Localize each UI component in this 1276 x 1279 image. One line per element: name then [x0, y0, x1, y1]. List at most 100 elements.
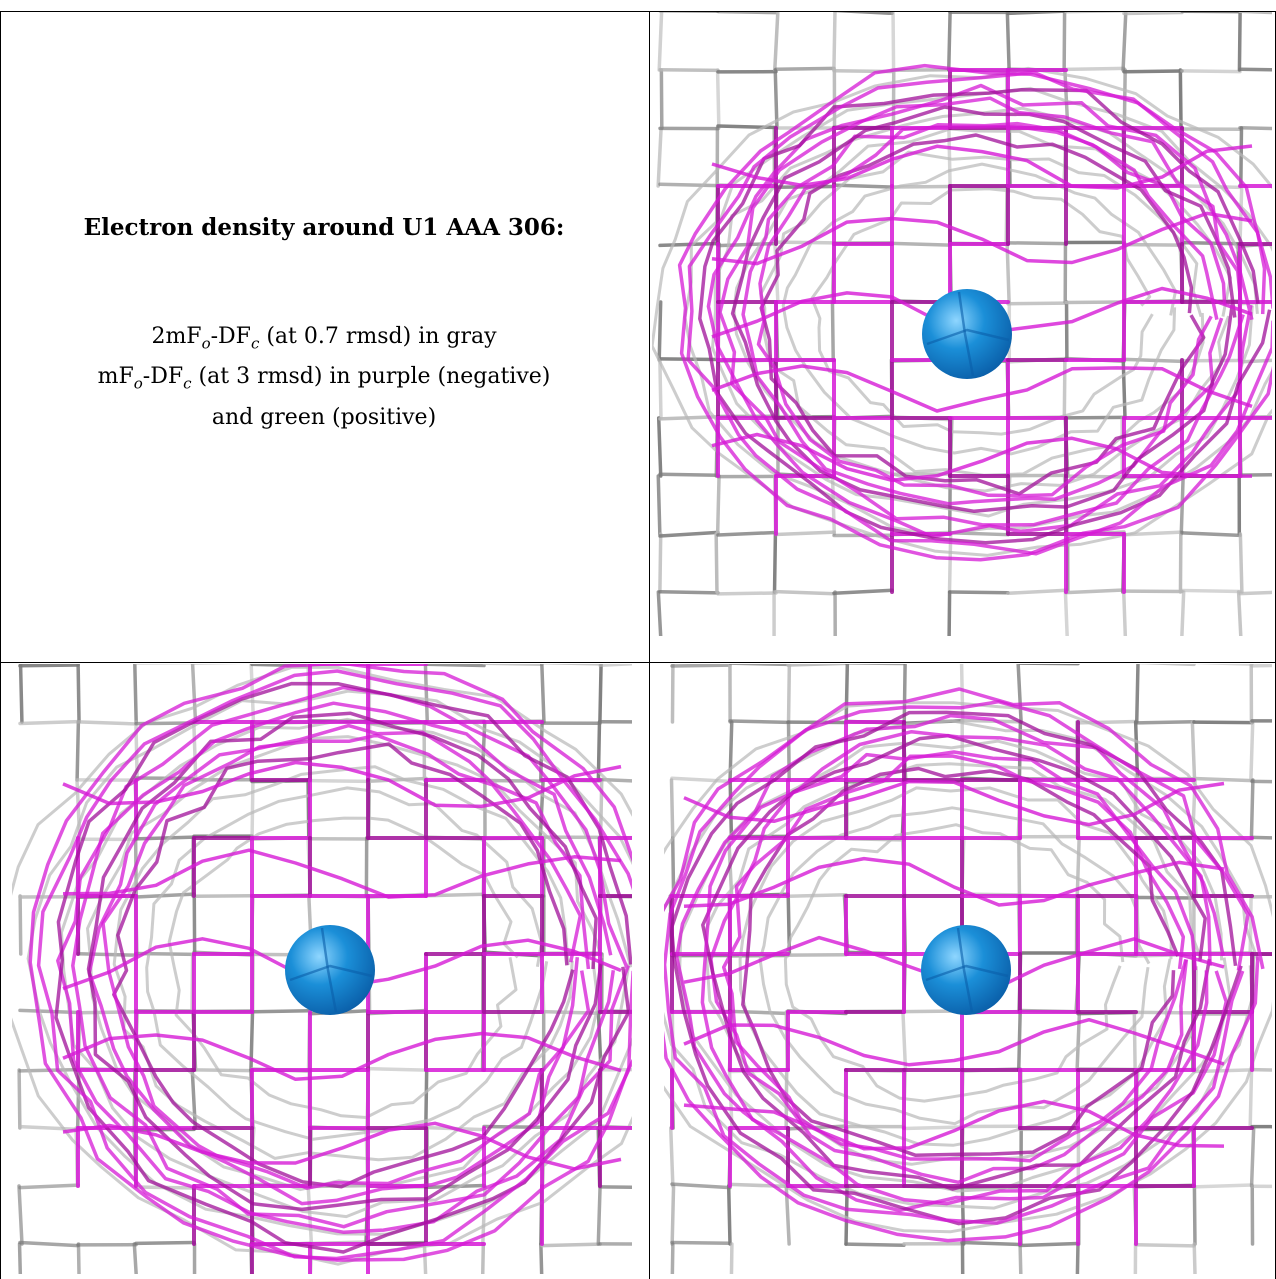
gray-mesh-segment	[1238, 184, 1244, 246]
purple-contour	[54, 681, 632, 1254]
gray-mesh-segment	[670, 1240, 732, 1246]
gray-mesh-segment	[1180, 531, 1242, 538]
purple-contour	[677, 63, 1272, 562]
purple-contour	[686, 70, 1272, 556]
gray-mesh-segment	[1239, 126, 1244, 188]
purple-contour	[711, 211, 1253, 266]
gray-mesh-segment	[1075, 836, 1081, 898]
gray-mesh-segment	[833, 12, 894, 16]
gray-mesh-segment	[1248, 894, 1253, 956]
purple-contour	[730, 105, 1237, 514]
gray-contour	[112, 765, 574, 1162]
gray-mesh-segment	[1134, 720, 1196, 725]
gray-mesh-segment	[658, 472, 720, 477]
gray-mesh-segment	[598, 664, 632, 668]
table-border-center	[649, 11, 650, 1279]
purple-contour	[71, 701, 616, 1229]
gray-mesh-segment	[1248, 1068, 1254, 1130]
gray-mesh-segment	[1016, 664, 1023, 724]
purple-contour	[62, 1031, 622, 1082]
gray-mesh-segment	[656, 126, 663, 188]
gray-mesh-segment	[658, 358, 663, 420]
gray-contour	[738, 786, 1173, 1147]
purple-contour	[62, 760, 622, 809]
gray-mesh-segment	[728, 720, 734, 782]
gray-mesh-segment	[658, 68, 720, 73]
gray-mesh-segment	[948, 590, 1010, 595]
density-mesh-bottom-left	[12, 664, 632, 1274]
gray-mesh-segment	[715, 68, 721, 130]
sphere-mesh-line	[957, 291, 975, 377]
gray-mesh-segment	[306, 1184, 314, 1246]
gray-mesh-segment	[1238, 125, 1272, 131]
gray-mesh-segment	[1006, 301, 1068, 306]
gray-mesh-segment	[830, 300, 835, 362]
gray-mesh-segment	[18, 664, 80, 668]
gray-mesh-segment	[670, 1184, 676, 1246]
purple-contour	[62, 1121, 622, 1171]
purple-contour	[56, 685, 630, 1235]
gray-mesh-segment	[773, 12, 780, 72]
gray-mesh-segment	[715, 474, 721, 536]
sphere-mesh-line	[956, 927, 974, 1013]
gray-mesh-segment	[76, 1242, 81, 1274]
purple-contour	[718, 96, 1245, 527]
gray-mesh-segment	[658, 532, 663, 594]
purple-contour	[28, 664, 632, 1262]
gray-mesh-segment	[774, 66, 836, 72]
gray-mesh-segment	[192, 1068, 254, 1073]
gray-mesh-segment	[1006, 241, 1068, 246]
gray-mesh-segment	[669, 778, 675, 840]
gray-mesh-segment	[18, 664, 24, 724]
legend-line-gray: 2mFo-DFc (at 0.7 rmsd) in gray	[151, 324, 497, 353]
gray-mesh-segment	[657, 12, 664, 72]
gray-mesh-segment	[134, 835, 196, 841]
gray-mesh-segment	[1238, 590, 1272, 596]
gray-mesh-segment	[1192, 720, 1254, 725]
gray-mesh-segment	[18, 1183, 80, 1190]
purple-contour	[711, 432, 1253, 483]
gray-mesh-segment	[134, 892, 196, 899]
gray-mesh-segment	[716, 12, 778, 15]
gray-mesh-segment	[832, 12, 837, 72]
gray-mesh-segment	[670, 1182, 732, 1190]
gray-mesh-segment	[1122, 242, 1184, 247]
gray-mesh-segment	[947, 590, 952, 636]
gray-mesh-segment	[133, 664, 138, 724]
gray-mesh-segment	[596, 1184, 602, 1246]
gray-contour	[810, 187, 1154, 436]
gray-mesh-segment	[786, 664, 792, 724]
gray-mesh-segment	[1063, 590, 1069, 636]
gray-mesh-segment	[774, 589, 836, 596]
gray-mesh-segment	[1075, 1242, 1080, 1274]
density-mesh-top-right	[652, 12, 1272, 636]
gray-mesh-segment	[1250, 835, 1272, 840]
gray-mesh-segment	[75, 720, 81, 782]
gray-mesh-segment	[772, 532, 778, 594]
gray-mesh-segment	[1238, 67, 1272, 72]
gray-mesh-segment	[656, 416, 663, 478]
table-border-left	[0, 11, 1, 1279]
purple-contour	[711, 364, 1253, 413]
purple-contour	[36, 669, 632, 1261]
gray-mesh-segment	[1018, 1242, 1023, 1274]
gray-mesh-segment	[422, 1242, 428, 1274]
gray-contour	[783, 823, 1125, 1103]
gray-mesh-segment	[1236, 590, 1243, 636]
gray-mesh-segment	[1132, 1010, 1137, 1072]
gray-mesh-segment	[1249, 720, 1255, 782]
gray-mesh-segment	[1134, 664, 1140, 724]
gray-mesh-segment	[192, 720, 198, 782]
view-top-right	[652, 12, 1272, 636]
gray-mesh-segment	[1017, 836, 1022, 898]
gray-mesh-segment	[1178, 68, 1183, 130]
gray-mesh-segment	[17, 1068, 22, 1130]
gray-mesh-segment	[728, 1182, 790, 1189]
purple-contour	[683, 1099, 1225, 1151]
gray-mesh-segment	[960, 1240, 1022, 1247]
purple-contour	[683, 1017, 1225, 1067]
gray-mesh-segment	[18, 719, 80, 726]
gray-mesh-segment	[1006, 12, 1068, 16]
purple-contour	[711, 144, 1253, 190]
